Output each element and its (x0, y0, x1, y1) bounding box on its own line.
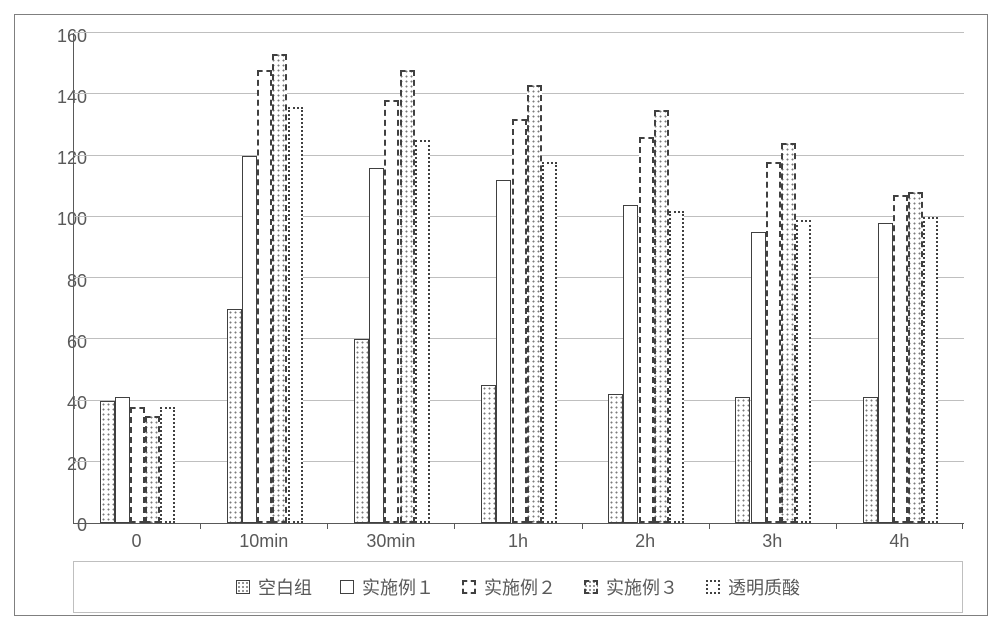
legend-label-ex2: 实施例２ (484, 574, 556, 600)
bar-ex2 (257, 70, 272, 523)
bar-blank (608, 394, 623, 523)
bar-ex3 (527, 85, 542, 523)
legend-item-blank: 空白组 (236, 574, 312, 600)
legend-label-ha: 透明质酸 (728, 574, 800, 600)
xlabel: 1h (458, 531, 578, 552)
bar-ex2 (893, 195, 908, 523)
bar-ha (160, 407, 175, 523)
legend-item-ex2: 实施例２ (462, 574, 556, 600)
bar-ha (923, 217, 938, 523)
bar-ha (669, 211, 684, 523)
x-tick (200, 523, 201, 529)
bar-ha (796, 220, 811, 523)
bar-blank (100, 401, 115, 524)
bar-ex1 (751, 232, 766, 523)
bar-blank (481, 385, 496, 523)
bar-ex1 (242, 156, 257, 524)
chart-frame: 0 20 40 60 80 100 120 140 160 空白组 实施例１ 实… (14, 14, 988, 616)
bar-ex1 (369, 168, 384, 523)
legend-swatch-ex1 (340, 580, 354, 594)
x-tick (709, 523, 710, 529)
bar-ex3 (272, 54, 287, 523)
bar-blank (354, 339, 369, 523)
legend-item-ex1: 实施例１ (340, 574, 434, 600)
bar-ha (288, 107, 303, 524)
x-tick (454, 523, 455, 529)
legend: 空白组 实施例１ 实施例２ 实施例３ 透明质酸 (73, 561, 963, 613)
bar-ex2 (130, 407, 145, 523)
bar-ha (415, 140, 430, 523)
xlabel: 0 (77, 531, 197, 552)
bar-ex3 (781, 143, 796, 523)
bar-ex3 (400, 70, 415, 523)
xlabel: 3h (712, 531, 832, 552)
x-tick (962, 523, 963, 529)
legend-swatch-blank (236, 580, 250, 594)
x-tick (582, 523, 583, 529)
bar-ex2 (512, 119, 527, 523)
legend-label-blank: 空白组 (258, 574, 312, 600)
bar-ex1 (623, 205, 638, 524)
bar-ex1 (496, 180, 511, 523)
xlabel: 4h (839, 531, 959, 552)
legend-label-ex3: 实施例３ (606, 574, 678, 600)
legend-swatch-ex3 (584, 580, 598, 594)
x-tick (836, 523, 837, 529)
bar-blank (735, 397, 750, 523)
bar-ex2 (639, 137, 654, 523)
legend-swatch-ex2 (462, 580, 476, 594)
x-tick (327, 523, 328, 529)
xlabel: 30min (331, 531, 451, 552)
xlabel: 10min (204, 531, 324, 552)
xlabel: 2h (585, 531, 705, 552)
legend-swatch-ha (706, 580, 720, 594)
bar-ex3 (145, 416, 160, 523)
legend-item-ex3: 实施例３ (584, 574, 678, 600)
bar-blank (863, 397, 878, 523)
gridline (74, 93, 964, 94)
bar-ex3 (908, 192, 923, 523)
legend-label-ex1: 实施例１ (362, 574, 434, 600)
legend-item-ha: 透明质酸 (706, 574, 800, 600)
bar-ex3 (654, 110, 669, 523)
bar-ex1 (878, 223, 893, 523)
plot-area (73, 33, 964, 524)
bar-blank (227, 309, 242, 523)
bar-ha (542, 162, 557, 523)
bar-ex2 (384, 100, 399, 523)
gridline (74, 32, 964, 33)
bar-ex2 (766, 162, 781, 523)
bar-ex1 (115, 397, 130, 523)
